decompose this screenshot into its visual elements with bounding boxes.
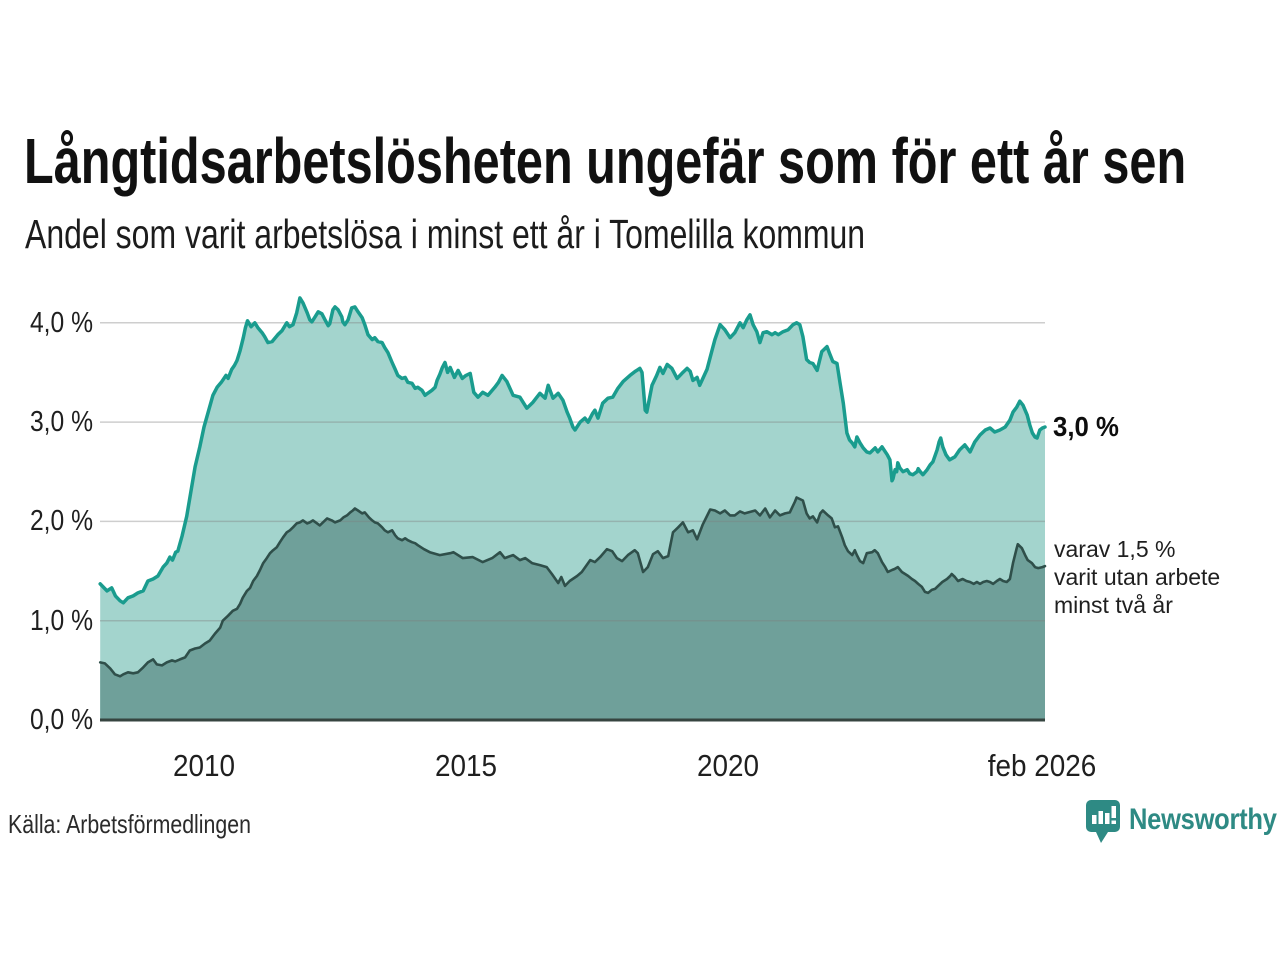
x-tick-label: feb 2026	[988, 748, 1097, 783]
two-year-annotation: varav 1,5 % varit utan arbete minst två …	[1054, 535, 1220, 619]
two-year-annotation-line1: varav 1,5 %	[1054, 536, 1176, 562]
latest-value-label: 3,0 %	[1053, 411, 1119, 442]
y-tick-label: 3,0 %	[29, 406, 93, 439]
x-tick-label: 2015	[434, 748, 497, 783]
two-year-annotation-line3: minst två år	[1054, 592, 1173, 618]
newsworthy-logo: Newsworthy	[1086, 800, 1280, 846]
x-tick-label: 2010	[172, 748, 235, 783]
y-tick-label: 4,0 %	[29, 306, 93, 339]
y-tick-label: 0,0 %	[29, 704, 93, 736]
chart-title: Långtidsarbetslösheten ungefär som för e…	[24, 125, 1187, 197]
y-tick-label: 1,0 %	[29, 604, 93, 637]
source-credit: Källa: Arbetsförmedlingen	[8, 809, 251, 839]
series-2-line	[98, 496, 1047, 678]
newsworthy-bubble-chart-icon	[1086, 800, 1120, 843]
series-2-area	[100, 497, 1045, 720]
x-tick-label: 2020	[696, 748, 760, 783]
y-tick-label: 2,0 %	[29, 505, 93, 538]
chart-subtitle: Andel som varit arbetslösa i minst ett å…	[25, 211, 866, 257]
two-year-annotation-line2: varit utan arbete	[1054, 564, 1221, 590]
newsworthy-wordmark: Newsworthy	[1129, 803, 1277, 836]
series-1-line	[98, 296, 1047, 605]
